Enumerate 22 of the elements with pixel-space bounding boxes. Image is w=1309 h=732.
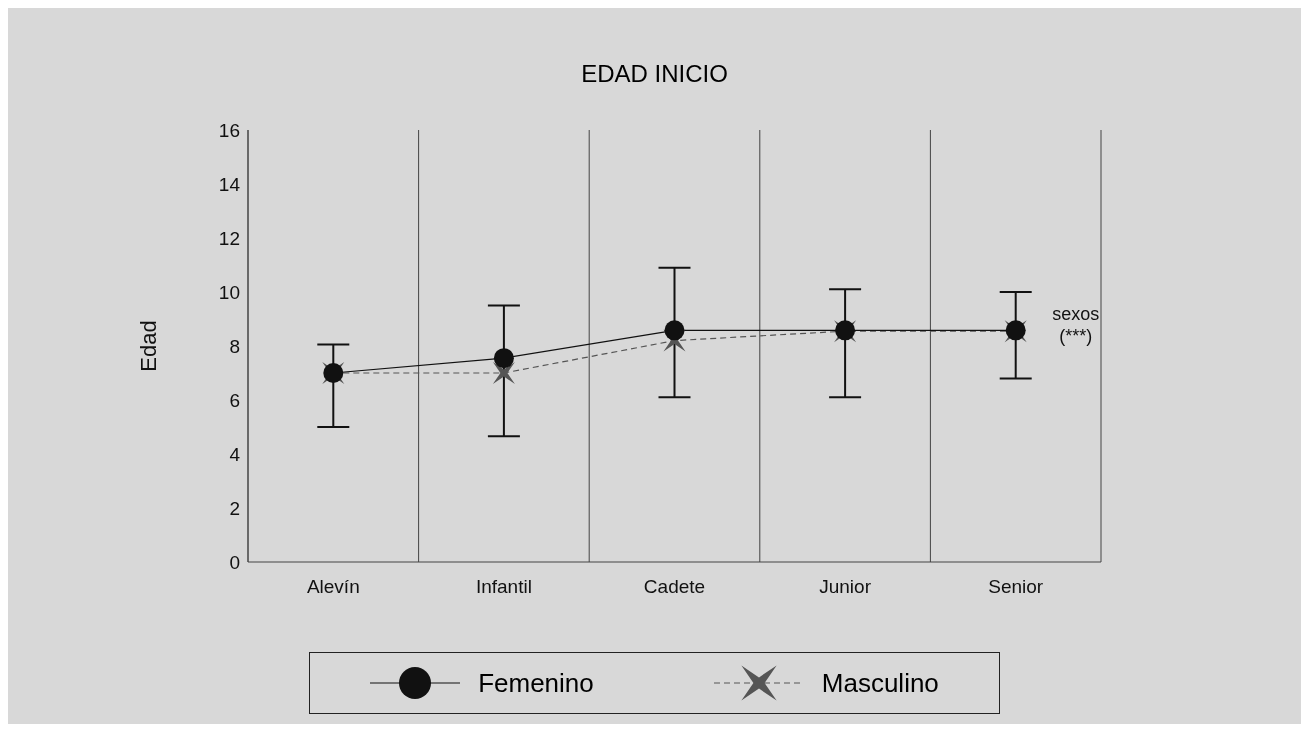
point — [492, 362, 515, 384]
chart-title: EDAD INICIO — [580, 59, 729, 89]
x-tick-label: Cadete — [643, 576, 706, 598]
y-tick-label: 6 — [229, 389, 240, 411]
point — [493, 348, 514, 369]
y-axis-title: Edad — [135, 320, 161, 372]
x-tick-label: Alevín — [306, 576, 360, 598]
y-tick-label: 14 — [218, 173, 241, 195]
y-tick-label: 4 — [229, 443, 241, 465]
x-tick-label: Infantil — [475, 576, 532, 598]
y-tick-label: 2 — [229, 497, 240, 519]
y-tick-label: 16 — [218, 119, 240, 141]
y-tick-label: 0 — [229, 551, 240, 573]
y-tick-label: 12 — [218, 227, 240, 249]
legend-label: Masculino — [821, 667, 939, 699]
annotation: sexos (***) — [1052, 304, 1100, 347]
x-tick-label: Junior — [819, 576, 872, 598]
x-tick-label: Senior — [988, 576, 1044, 598]
y-tick-label: 8 — [229, 335, 240, 357]
point — [664, 320, 685, 341]
legend-label: Femenino — [478, 667, 594, 699]
y-tick-label: 10 — [218, 281, 240, 303]
